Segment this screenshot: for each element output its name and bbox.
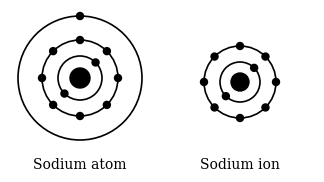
Circle shape (231, 73, 249, 91)
Circle shape (251, 64, 258, 71)
Text: Sodium ion: Sodium ion (200, 158, 280, 172)
Circle shape (61, 90, 68, 97)
Circle shape (237, 43, 244, 50)
Circle shape (114, 74, 122, 82)
Circle shape (50, 101, 57, 108)
Circle shape (76, 112, 84, 120)
Circle shape (222, 93, 229, 100)
Text: Sodium atom: Sodium atom (33, 158, 127, 172)
Circle shape (76, 13, 84, 19)
Circle shape (262, 104, 269, 111)
Circle shape (262, 53, 269, 60)
Circle shape (211, 104, 218, 111)
Circle shape (76, 37, 84, 43)
Circle shape (92, 59, 99, 66)
Circle shape (272, 78, 280, 86)
Circle shape (70, 68, 90, 88)
Circle shape (211, 53, 218, 60)
Circle shape (103, 101, 110, 108)
Circle shape (39, 74, 45, 82)
Circle shape (50, 48, 57, 55)
Circle shape (237, 114, 244, 122)
Circle shape (103, 48, 110, 55)
Circle shape (201, 78, 207, 86)
